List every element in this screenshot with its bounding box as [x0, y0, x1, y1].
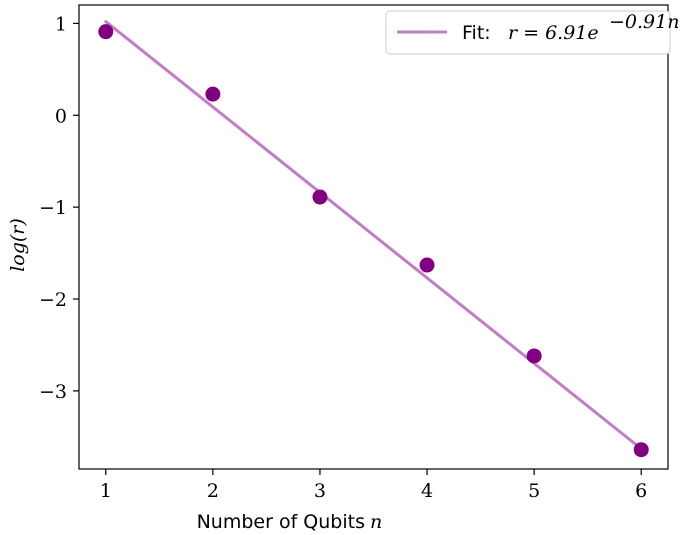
legend-frame [385, 10, 671, 55]
x-tick-label: 2 [207, 480, 219, 502]
y-tick-label: −2 [39, 289, 67, 311]
x-axis-title: Number of Qubits [197, 511, 365, 533]
x-tick-label: 4 [421, 480, 433, 502]
x-tick-label: 3 [314, 480, 326, 502]
x-tick-label: 1 [100, 480, 112, 502]
data-point [526, 348, 542, 364]
y-tick-label: 1 [55, 13, 67, 35]
y-tick-label: −1 [39, 197, 67, 219]
axes: 1 2 3 4 5 6 1 0 −1 −2 −3 [39, 4, 669, 502]
data-point [205, 86, 221, 102]
data-point [312, 189, 328, 205]
data-point [633, 442, 649, 458]
plot-area [98, 20, 649, 458]
legend: Fit: r = 6.91e −0.91n [385, 10, 679, 55]
fit-line [104, 20, 643, 451]
plot-frame [78, 4, 669, 470]
y-tick-label: −3 [39, 381, 67, 403]
legend-label-prefix: Fit: [462, 22, 491, 44]
x-tick-label: 5 [528, 480, 540, 502]
data-point [419, 257, 435, 273]
x-tick-label: 6 [635, 480, 647, 502]
x-axis-title-var: n [370, 511, 382, 533]
y-axis-title: log(r) [7, 218, 29, 272]
data-point [98, 24, 114, 40]
legend-label-formula: r = 6.91e [508, 22, 599, 44]
legend-label-exponent: −0.91n [609, 11, 679, 33]
y-tick-label: 0 [55, 105, 67, 127]
